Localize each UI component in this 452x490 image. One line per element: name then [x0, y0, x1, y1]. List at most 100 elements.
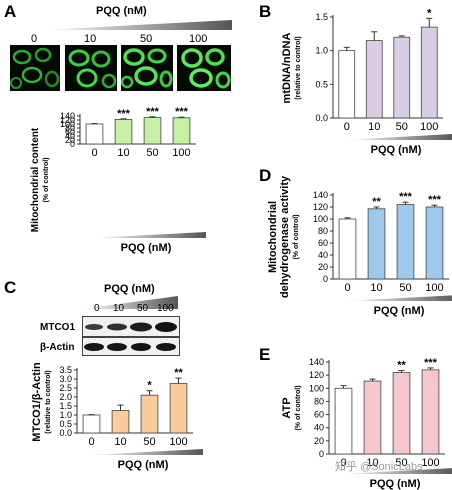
- microscopy-image-50: [121, 45, 173, 91]
- xtick-label-b: 50: [396, 121, 408, 133]
- blot-conc-100: 100: [157, 303, 174, 314]
- panel-letter-e: E: [259, 345, 271, 364]
- ytick-label-b: 0.5: [315, 79, 328, 89]
- ylabel-a: Mitochondrial content (% of control): [30, 127, 50, 232]
- blot-strip-mtco1: [82, 316, 180, 337]
- microscopy-image-100: [177, 45, 231, 91]
- ylabel-main-c: MTCO1/β-Actin: [31, 362, 43, 442]
- ytick-label-d: 40: [318, 250, 328, 260]
- ytick-label-d: 120: [313, 202, 328, 212]
- ytick-label-c: 3.0: [59, 374, 72, 384]
- ytick-label-e: 60: [314, 410, 324, 420]
- significance-d: ***: [399, 191, 413, 203]
- ylabel-c: MTCO1/β-Actin (relative to control): [31, 362, 52, 442]
- ytick-label-c: 1.0: [59, 410, 72, 420]
- blot-conc-10: 10: [113, 303, 125, 314]
- bar-d-50: [396, 204, 415, 280]
- ytick-label-c: 2.0: [59, 392, 72, 402]
- blot-conc-50: 50: [137, 303, 149, 314]
- xtick-label-a: 50: [146, 147, 158, 159]
- significance-a: ***: [146, 106, 160, 118]
- ytick-label-e: 120: [309, 370, 324, 380]
- blot-header: PQQ (nM): [104, 283, 155, 295]
- bar-c-0: [82, 414, 101, 434]
- ytick-label-b: 1.5: [315, 12, 328, 22]
- ytick-label-e: 20: [314, 436, 324, 446]
- bar-e-100: [421, 369, 440, 455]
- xtick-label-c: 100: [169, 436, 187, 448]
- bar-e-50: [392, 372, 411, 455]
- bar-d-10: [367, 208, 386, 280]
- ytick-label-a: 140: [60, 111, 75, 121]
- xtick-label-d: 100: [425, 282, 443, 294]
- ytick-label-d: 80: [318, 226, 328, 236]
- ytick-label-d: 0: [323, 274, 328, 284]
- xtick-label-d: 50: [399, 282, 411, 294]
- microscopy-image-0: [10, 45, 60, 91]
- xlabel-b: PQQ (nM): [371, 144, 422, 156]
- xtick-label-c: 10: [114, 436, 126, 448]
- ytick-label-e: 80: [314, 396, 324, 406]
- significance-d: **: [372, 196, 381, 208]
- ytick-label-e: 140: [309, 357, 324, 367]
- watermark: 知乎 @SonicLabs: [335, 461, 423, 473]
- bar-b-50: [393, 36, 411, 119]
- significance-c: *: [147, 380, 152, 392]
- chart-b: 0.0 0.5 1.0 1.5 0 10 50 * 100 PQQ (nM) mtDNA/nDNA(…: [281, 7, 452, 156]
- significance-e: **: [397, 360, 406, 372]
- bar-c-50: [140, 394, 159, 434]
- ytick-label-b: 0.0: [315, 113, 328, 123]
- significance-a: ***: [117, 108, 131, 120]
- xtick-label-c: 50: [143, 436, 155, 448]
- xgradient-c: [89, 449, 203, 455]
- blot-conc-0: 0: [94, 303, 100, 314]
- blot-label-mtco1: MTCO1: [40, 322, 75, 333]
- ytick-label-a: 100: [60, 119, 75, 129]
- xtick-label-b: 0: [344, 121, 350, 133]
- bar-a-100: [172, 117, 191, 145]
- ytick-label-c: 1.5: [59, 401, 72, 411]
- blot-label-actin: β-Actin: [40, 342, 75, 353]
- xtick-label-b: 100: [420, 121, 438, 133]
- microscopy-header: PQQ (nM): [96, 5, 147, 17]
- bar-b-0: [338, 50, 356, 119]
- xlabel-c: PQQ (nM): [118, 459, 169, 471]
- xtick-label-a: 100: [172, 147, 190, 159]
- ytick-label-c: 0.5: [59, 419, 72, 429]
- ylabel-main-b: mtDNA/nDNA: [281, 33, 293, 104]
- xtick-label-e: 10: [366, 457, 378, 469]
- bar-a-0: [85, 123, 104, 145]
- microscopy-conc-50: 50: [140, 33, 153, 45]
- microscopy-conc-10: 10: [84, 33, 97, 45]
- xtick-label-e: 0: [340, 457, 346, 469]
- ytick-label-e: 40: [314, 423, 324, 433]
- ytick-label-d: 20: [318, 262, 328, 272]
- ylabel-e: ATP (% of control): [281, 385, 302, 430]
- xtick-label-e: 100: [421, 457, 439, 469]
- significance-c: **: [174, 367, 183, 379]
- ylabel-main-e: ATP: [281, 397, 293, 418]
- ytick-label-e: 0: [319, 449, 324, 459]
- ytick-label-a: 120: [60, 115, 75, 125]
- bar-a-10: [114, 119, 133, 145]
- panel-letter-d: D: [259, 166, 272, 185]
- microscopy-conc-100: 100: [189, 33, 208, 45]
- xtick-label-b: 10: [368, 121, 380, 133]
- bar-d-100: [425, 206, 444, 280]
- ylabel-d: Mitochondrialdehydrogenase activity (% of…: [267, 175, 300, 298]
- xtick-label-a: 0: [91, 147, 97, 159]
- ytick-label-a: 60: [65, 127, 75, 137]
- ytick-label-b: 1.0: [315, 46, 328, 56]
- bar-b-10: [365, 40, 383, 119]
- blot-strip-actin: [82, 337, 180, 356]
- xtick-label-a: 10: [117, 147, 129, 159]
- ylabel-sub-e: (% of control): [295, 385, 302, 430]
- xtick-label-c: 0: [88, 436, 94, 448]
- bar-d-0: [338, 218, 357, 280]
- significance-e: ***: [424, 357, 438, 369]
- xlabel-d: PQQ (nM): [374, 305, 425, 317]
